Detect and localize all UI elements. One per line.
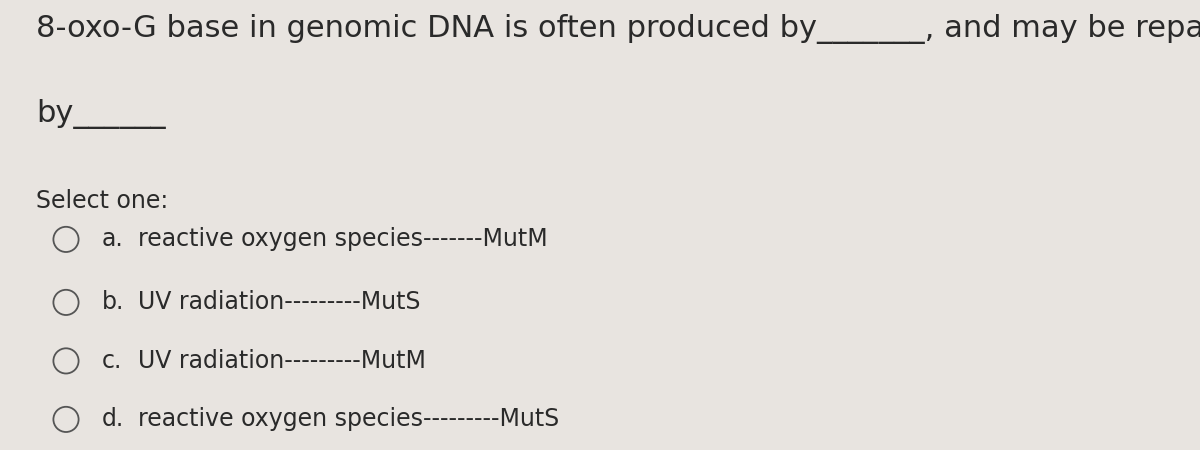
Text: a.: a. xyxy=(102,227,124,252)
Text: c.: c. xyxy=(102,349,122,373)
Text: UV radiation---------MutS: UV radiation---------MutS xyxy=(138,290,420,315)
Text: reactive oxygen species-------MutM: reactive oxygen species-------MutM xyxy=(138,227,547,252)
Text: d.: d. xyxy=(102,407,125,432)
Text: UV radiation---------MutM: UV radiation---------MutM xyxy=(138,349,426,373)
Text: reactive oxygen species---------MutS: reactive oxygen species---------MutS xyxy=(138,407,559,432)
Text: Select one:: Select one: xyxy=(36,189,168,213)
Text: 8-oxo-G base in genomic DNA is often produced by_______, and may be repaired: 8-oxo-G base in genomic DNA is often pro… xyxy=(36,14,1200,44)
Text: b.: b. xyxy=(102,290,125,315)
Text: by______: by______ xyxy=(36,99,166,129)
